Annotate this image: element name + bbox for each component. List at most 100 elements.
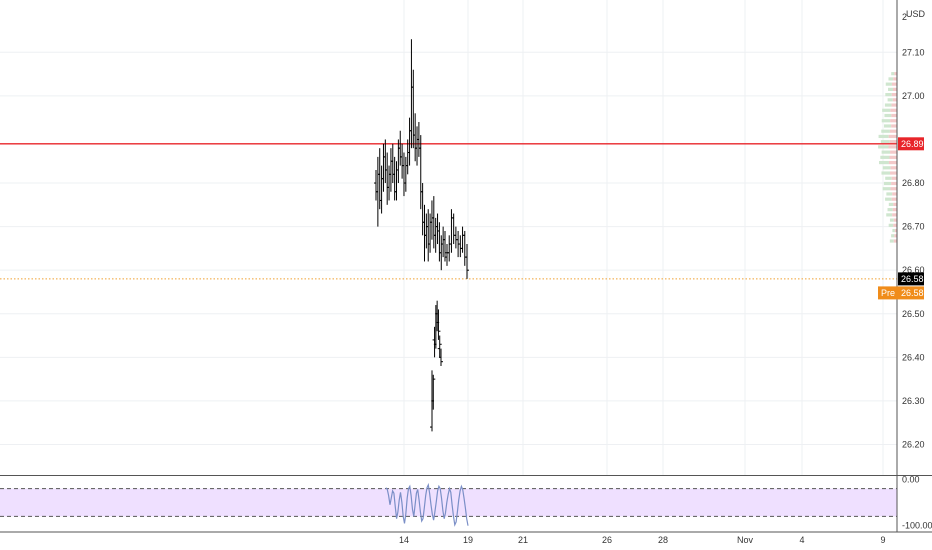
volume-profile-row: [891, 93, 897, 97]
volume-profile-row: [888, 145, 897, 149]
volume-profile-row: [890, 119, 897, 123]
volume-profile-row: [885, 176, 892, 180]
price-axis[interactable]: 27.10 27.00 26.80 26.70 26.60 26.50 26.40 26.30…: [0, 0, 932, 533]
last-price-badge: [898, 272, 924, 286]
volume-profile-row: [891, 113, 897, 118]
volume-profile-row: [891, 124, 897, 128]
price-tick-label: 26.30: [902, 396, 925, 406]
volume-profile-row: [881, 119, 891, 123]
grid: [0, 0, 897, 475]
volume-profile-row: [891, 103, 897, 107]
volume-profile-row: [893, 77, 897, 81]
volume-profile-row: [891, 181, 897, 186]
last-price-badge-text: 26.58: [901, 274, 924, 284]
time-tick-label: 21: [518, 535, 528, 545]
volume-profile-row: [889, 129, 897, 133]
price-tick-label: 26.70: [902, 222, 925, 232]
volume-profile-row: [888, 134, 897, 139]
pre-market-badge: [878, 286, 924, 300]
volume-profile-row: [886, 192, 893, 196]
volume-profile-row: [880, 155, 890, 159]
oscillator-tick-label: 0.00: [902, 474, 920, 484]
volume-profile-row: [893, 239, 897, 243]
volume-profile-row: [885, 93, 892, 97]
volume-profile-row: [879, 160, 889, 165]
price-tick-label: 26.80: [902, 178, 925, 188]
price-tick-label: 26.20: [902, 439, 925, 449]
volume-profile-row: [885, 197, 892, 201]
volume-profile-row: [888, 77, 894, 81]
volume-profile-row: [889, 155, 897, 159]
volume-profile-row: [891, 82, 897, 86]
ohlc-bars: [374, 39, 469, 432]
volume-profile: [878, 72, 897, 243]
volume-profile-row: [890, 108, 897, 112]
time-tick-label: 28: [658, 535, 668, 545]
time-tick-label: Nov: [737, 535, 754, 545]
volume-profile-row: [884, 124, 892, 128]
oscillator-line: [385, 482, 469, 527]
volume-profile-row: [888, 223, 894, 227]
volume-profile-row: [880, 140, 890, 144]
pre-market-value: 26.58: [901, 288, 924, 298]
time-tick-label: 9: [880, 535, 885, 545]
volume-profile-row: [891, 197, 897, 201]
volume-profile-row: [892, 213, 897, 217]
volume-profile-row: [887, 208, 893, 212]
volume-profile-row: [884, 103, 892, 107]
pre-market-prefix: Pre: [881, 288, 895, 298]
volume-profile-row: [882, 108, 891, 112]
price-tick-label: 2: [902, 12, 907, 22]
oscillator-tick-label: -100.00: [902, 521, 932, 531]
price-tick-label: 26.60: [902, 265, 925, 275]
volume-profile-row: [885, 82, 892, 86]
volume-profile-row: [886, 213, 893, 217]
price-badges: 26.89 26.58 Pre 26.58: [878, 137, 924, 300]
volume-profile-row: [893, 218, 897, 222]
volume-profile-row: [888, 160, 897, 165]
currency-label[interactable]: USD: [906, 9, 926, 19]
volume-profile-row: [883, 181, 892, 186]
volume-profile-row: [889, 140, 897, 144]
volume-profile-row: [890, 187, 897, 191]
volume-profile-row: [890, 166, 897, 170]
volume-profile-row: [892, 98, 897, 102]
time-tick-label: 14: [399, 535, 409, 545]
price-tick-label: 27.00: [902, 91, 925, 101]
volume-profile-row: [887, 98, 893, 102]
time-tick-label: 19: [463, 535, 473, 545]
volume-profile-row: [889, 239, 894, 243]
volume-profile-row: [892, 192, 897, 196]
volume-profile-row: [891, 72, 895, 76]
volume-profile-row: [891, 234, 895, 238]
volume-profile-row: [893, 202, 897, 207]
volume-profile-row: [891, 176, 897, 180]
volume-profile-row: [890, 150, 897, 154]
volume-profile-row: [892, 87, 897, 91]
time-tick-label: 4: [799, 535, 804, 545]
oscillator-pane: [0, 482, 897, 527]
volume-profile-row: [882, 187, 891, 191]
volume-profile-row: [890, 171, 897, 175]
volume-profile-row: [881, 171, 891, 175]
volume-profile-row: [894, 72, 897, 76]
volume-profile-row: [893, 223, 897, 227]
volume-profile-row: [892, 228, 895, 233]
price-lines: [0, 143, 897, 280]
volume-profile-row: [894, 228, 897, 233]
price-tick-label: 26.40: [902, 352, 925, 362]
volume-profile-row: [878, 145, 889, 149]
price-tick-label: 26.50: [902, 309, 925, 319]
volume-profile-row: [881, 150, 891, 154]
volume-profile-row: [894, 234, 897, 238]
volume-profile-row: [889, 218, 894, 222]
time-axis[interactable]: 14 19 21 26 28 Nov 4 9: [399, 535, 886, 545]
red-price-badge-text: 26.89: [901, 139, 924, 149]
volume-profile-row: [892, 208, 897, 212]
red-price-badge: [898, 137, 924, 151]
volume-profile-row: [888, 87, 893, 91]
price-tick-label: 27.10: [902, 47, 925, 57]
volume-profile-row: [884, 113, 892, 118]
volume-profile-row: [882, 166, 891, 170]
